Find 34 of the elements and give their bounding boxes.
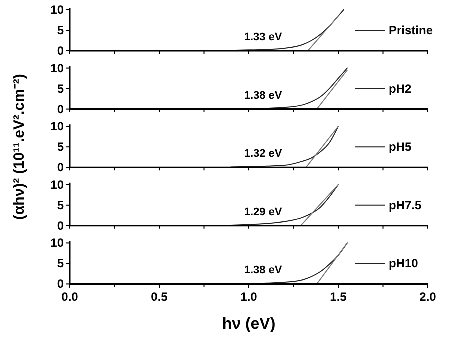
y-tick-label: 10 — [50, 3, 64, 17]
annotation: 1.32 eV — [244, 148, 283, 160]
x-tick-label: 1.5 — [330, 290, 348, 304]
y-axis-title: (αhν)² (10¹¹.eV².cm⁻²) — [11, 74, 28, 220]
y-tick-label: 0 — [57, 218, 64, 233]
y-tick-label: 5 — [57, 198, 64, 212]
y-tick-label: 10 — [50, 61, 64, 76]
x-axis-title: hν (eV) — [222, 316, 276, 334]
y-tick-label: 5 — [57, 140, 64, 154]
y-tick-label: 10 — [50, 120, 64, 134]
legend-label: Pristine — [389, 24, 434, 38]
annotation: 1.38 eV — [244, 264, 283, 277]
y-tick-label: 10 — [50, 236, 64, 250]
x-tick-label: 1.0 — [240, 290, 258, 304]
y-tick-label: 0 — [57, 102, 64, 116]
y-tick-label: 5 — [57, 82, 64, 96]
y-tick-label: 0 — [57, 277, 64, 292]
line-series — [230, 10, 344, 52]
legend-label: pH5 — [389, 140, 412, 154]
x-tick-label: 0.0 — [62, 290, 79, 304]
y-tick-label: 5 — [57, 256, 64, 271]
line-series — [230, 126, 339, 168]
legend-label: pH10 — [389, 256, 419, 271]
x-tick-label: 0.5 — [151, 290, 168, 304]
y-tick-label: 0 — [57, 160, 64, 175]
legend-label: pH2 — [389, 82, 412, 96]
annotation: 1.29 eV — [244, 206, 283, 218]
x-tick-label: 2.0 — [420, 290, 437, 304]
annotation: 1.38 eV — [244, 90, 283, 102]
y-tick-label: 0 — [57, 44, 64, 58]
legend-label: pH7.5 — [389, 198, 422, 212]
y-tick-label: 10 — [50, 178, 64, 192]
y-tick-label: 5 — [57, 24, 64, 38]
annotation: 1.33 eV — [244, 32, 283, 44]
